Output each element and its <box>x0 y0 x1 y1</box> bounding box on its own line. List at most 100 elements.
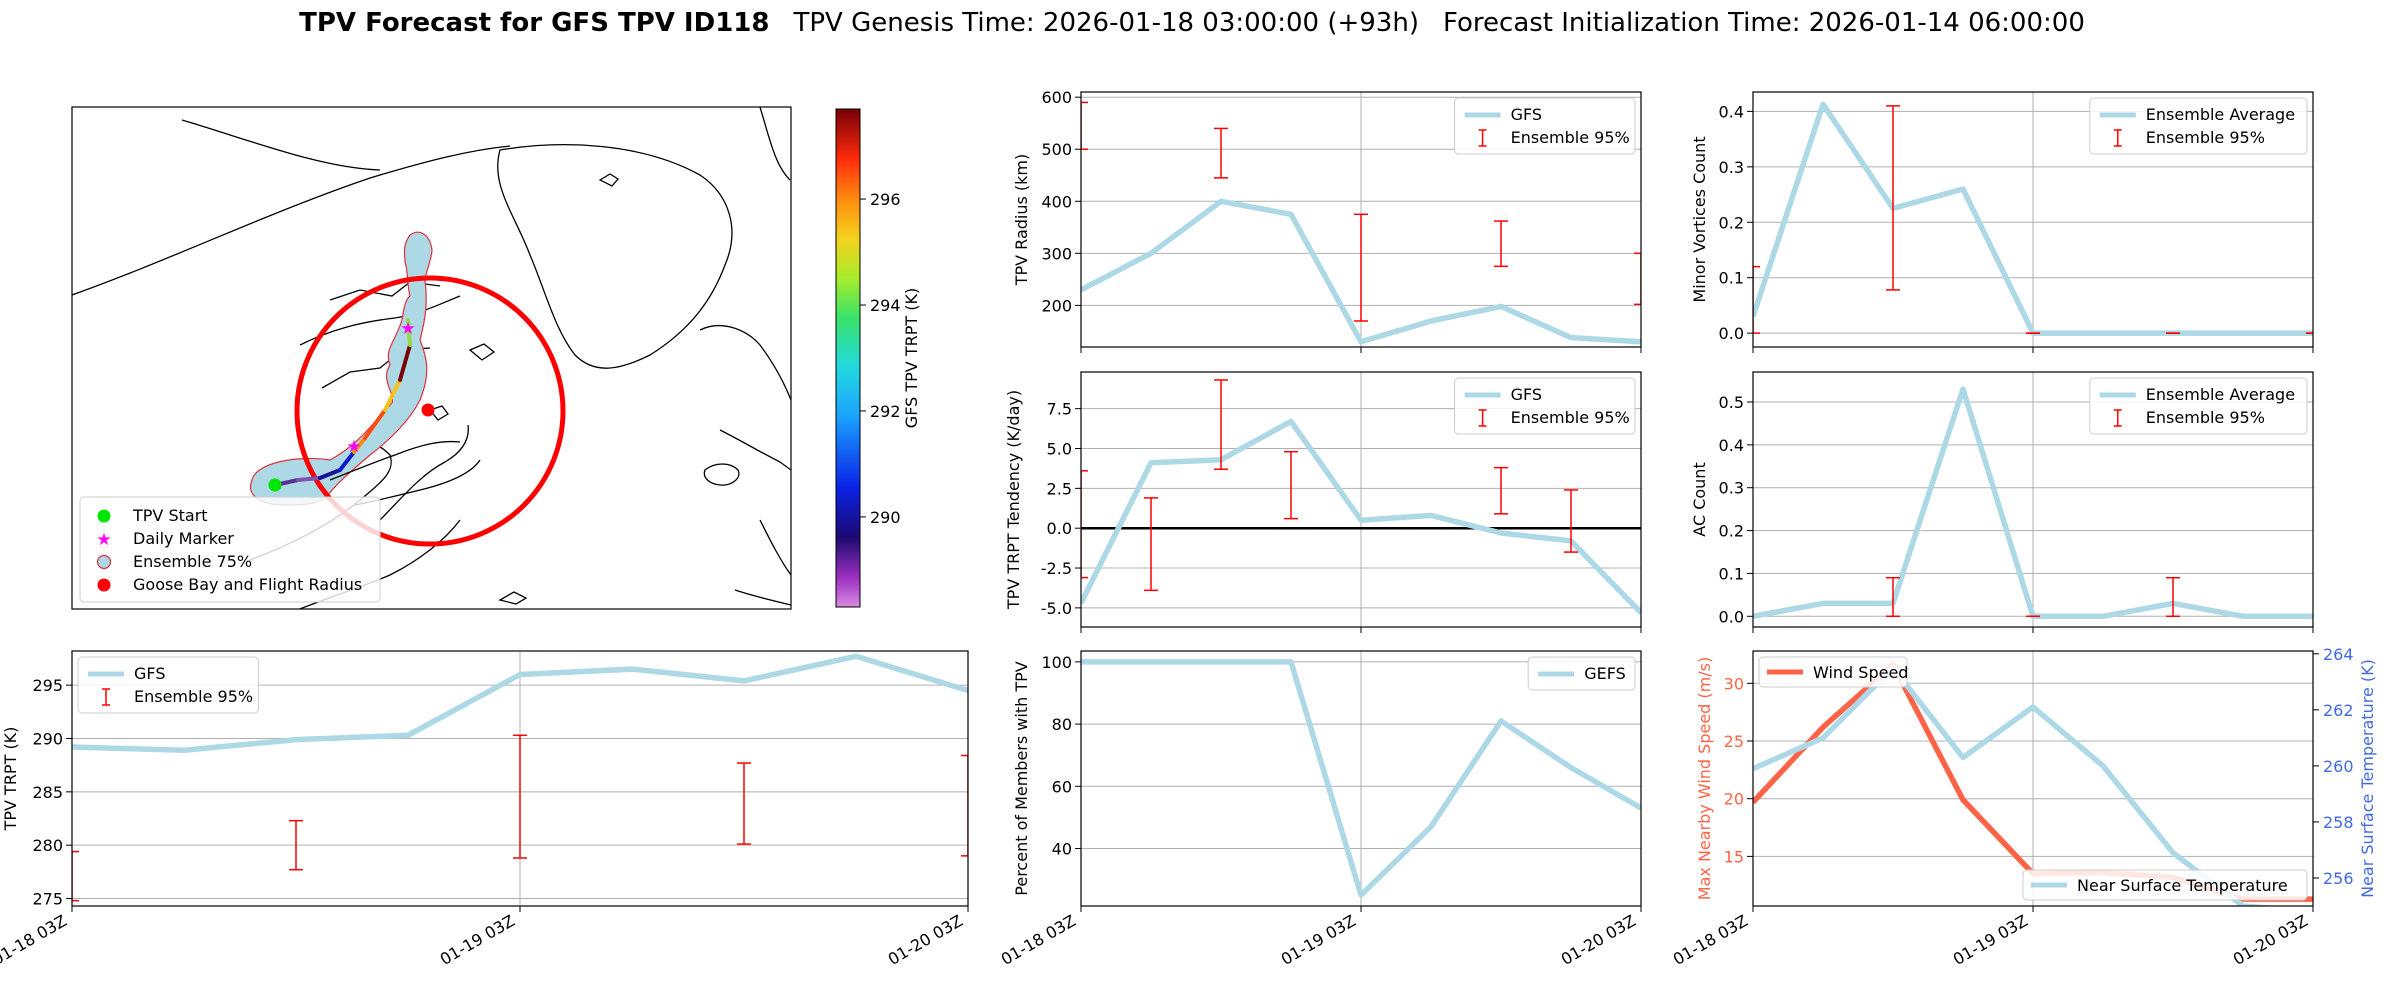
y-tick-label: 20 <box>1724 790 1744 809</box>
y-tick-label: 0.0 <box>1047 519 1072 538</box>
error-bar <box>1144 497 1158 592</box>
plot-area <box>1081 101 1641 345</box>
y-tick-label: 295 <box>32 676 63 695</box>
error-bar <box>1494 220 1508 268</box>
x-tick-label: 01-20 03Z <box>1558 911 1639 969</box>
right-y-axis-label: Near Surface Temperature (K) <box>2358 659 2377 898</box>
title-genesis: TPV Genesis Time: 2026-01-18 03:00:00 (+… <box>792 8 1419 38</box>
plot-area <box>1753 101 2313 336</box>
axes-frame <box>1752 371 2314 628</box>
y-tick-label: -5.0 <box>1041 599 1072 618</box>
error-bar <box>1081 470 1088 579</box>
x-tick-label: 01-20 03Z <box>2230 911 2311 969</box>
tpv-track <box>273 318 412 487</box>
temperature-legend: Near Surface Temperature <box>2022 869 2308 901</box>
x-tick-label: 01-19 03Z <box>1278 911 1359 969</box>
y-tick-label: 0.4 <box>1719 102 1744 121</box>
legend-label: Ensemble 95% <box>2146 128 2265 147</box>
axes-frame <box>71 650 969 907</box>
axes-frame <box>1752 91 2314 348</box>
track-segment <box>318 468 342 480</box>
track-segment <box>338 450 356 472</box>
plot-area <box>72 653 968 902</box>
y-tick-label: 400 <box>1041 192 1072 211</box>
right-y-tick-label: 260 <box>2323 757 2354 776</box>
legend-label: Ensemble 95% <box>1511 128 1630 147</box>
legend-ensemble-75: Ensemble 75% <box>133 552 252 571</box>
legend-box <box>1454 97 1636 155</box>
error-bar <box>1886 105 1900 291</box>
x-tick-label: 01-19 03Z <box>437 911 518 969</box>
legend-box <box>2089 377 2308 435</box>
right-y-tick-label: 264 <box>2323 645 2354 664</box>
colorbar: 290 292 294 296 GFS TPV TRPT (K) <box>835 108 921 608</box>
y-axis-label: TPV TRPT Tendency (K/day) <box>1004 390 1023 610</box>
chart-legend: GFS Ensemble 95% <box>1454 97 1636 155</box>
tpv-start-marker <box>268 478 282 492</box>
y-tick-label: 0.5 <box>1719 393 1744 412</box>
legend-label: Wind Speed <box>1813 663 1908 682</box>
track-segment <box>363 408 387 440</box>
y-tick-label: 100 <box>1041 653 1072 672</box>
track-segment <box>406 318 412 347</box>
error-bar <box>1081 101 1088 150</box>
y-tick-label: 0.3 <box>1719 479 1744 498</box>
magenta-star-icon: ★ <box>96 530 111 550</box>
y-tick-label: 25 <box>1724 732 1744 751</box>
right-y-tick-label: 262 <box>2323 701 2354 720</box>
colorbar-gradient <box>835 108 861 608</box>
legend-box <box>2022 869 2308 901</box>
y-axis-label: AC Count <box>1690 462 1709 536</box>
y-tick-label: 285 <box>32 783 63 802</box>
chart-legend: GEFS <box>1527 656 1636 691</box>
y-tick-label: 0.2 <box>1719 522 1744 541</box>
y-tick-label: 5.0 <box>1047 440 1072 459</box>
legend-tpv-start: TPV Start <box>132 506 208 525</box>
y-tick-label: 2.5 <box>1047 479 1072 498</box>
legend-label: Ensemble Average <box>2146 385 2295 404</box>
chart-legend: Ensemble Average Ensemble 95% <box>2089 97 2308 155</box>
wind-legend: Wind Speed <box>1758 656 1908 688</box>
colorbar-label: GFS TPV TRPT (K) <box>902 288 921 428</box>
legend-box <box>1454 377 1636 435</box>
red-dot-icon <box>97 578 111 592</box>
plot-area <box>1081 659 1641 898</box>
chart-members-percent: 40 60 80 100 01-18 03Z 01-19 03Z 01-20 03Z Perc… <box>998 650 1642 969</box>
y-tick-label: 0.4 <box>1719 436 1744 455</box>
right-y-tick-label: 258 <box>2323 813 2354 832</box>
y-tick-label: 0.1 <box>1719 269 1744 288</box>
error-bar <box>1753 265 1760 334</box>
colorbar-ticks: 290 292 294 296 <box>860 190 901 527</box>
track-segment <box>352 436 367 454</box>
map-content: ★ ★ <box>72 107 791 609</box>
y-tick-label: 80 <box>1052 715 1072 734</box>
plot-area <box>1081 379 1641 615</box>
error-bar <box>1634 252 1641 306</box>
y-tick-label: 60 <box>1052 777 1072 796</box>
map-legend: TPV Start ★ Daily Marker Ensemble 75% Go… <box>79 496 381 603</box>
y-axis-label: TPV TRPT (K) <box>1 727 20 832</box>
legend-box <box>77 656 259 714</box>
daily-marker-star: ★ <box>400 319 415 339</box>
error-bar <box>1354 213 1368 322</box>
y-tick-label: 280 <box>32 836 63 855</box>
chart-tpv-trpt: 275 280 285 290 295 01-18 03Z 01-19 03Z 01-20 0… <box>0 650 969 969</box>
colorbar-tick-label: 294 <box>870 296 901 315</box>
chart-wind-temperature: 15 20 25 30 01-18 03Z 01-19 03Z 01-20 03Z Max N… <box>1670 645 2377 969</box>
chart-legend: GFS Ensemble 95% <box>1454 377 1636 435</box>
y-tick-label: 290 <box>32 729 63 748</box>
flight-radius-circle <box>294 275 566 547</box>
chart-legend: GFS Ensemble 95% <box>77 656 259 714</box>
y-tick-label: 300 <box>1041 244 1072 263</box>
x-tick-label: 01-19 03Z <box>1950 911 2031 969</box>
legend-box <box>1527 656 1636 691</box>
green-dot-icon <box>97 509 111 523</box>
colorbar-tick-label: 292 <box>870 402 901 421</box>
error-bar <box>1284 450 1298 520</box>
axes-frame <box>1080 650 1642 907</box>
error-bar <box>513 734 527 859</box>
x-tick-label: 01-18 03Z <box>0 911 70 969</box>
y-tick-label: 30 <box>1724 674 1744 693</box>
legend-box <box>2089 97 2308 155</box>
